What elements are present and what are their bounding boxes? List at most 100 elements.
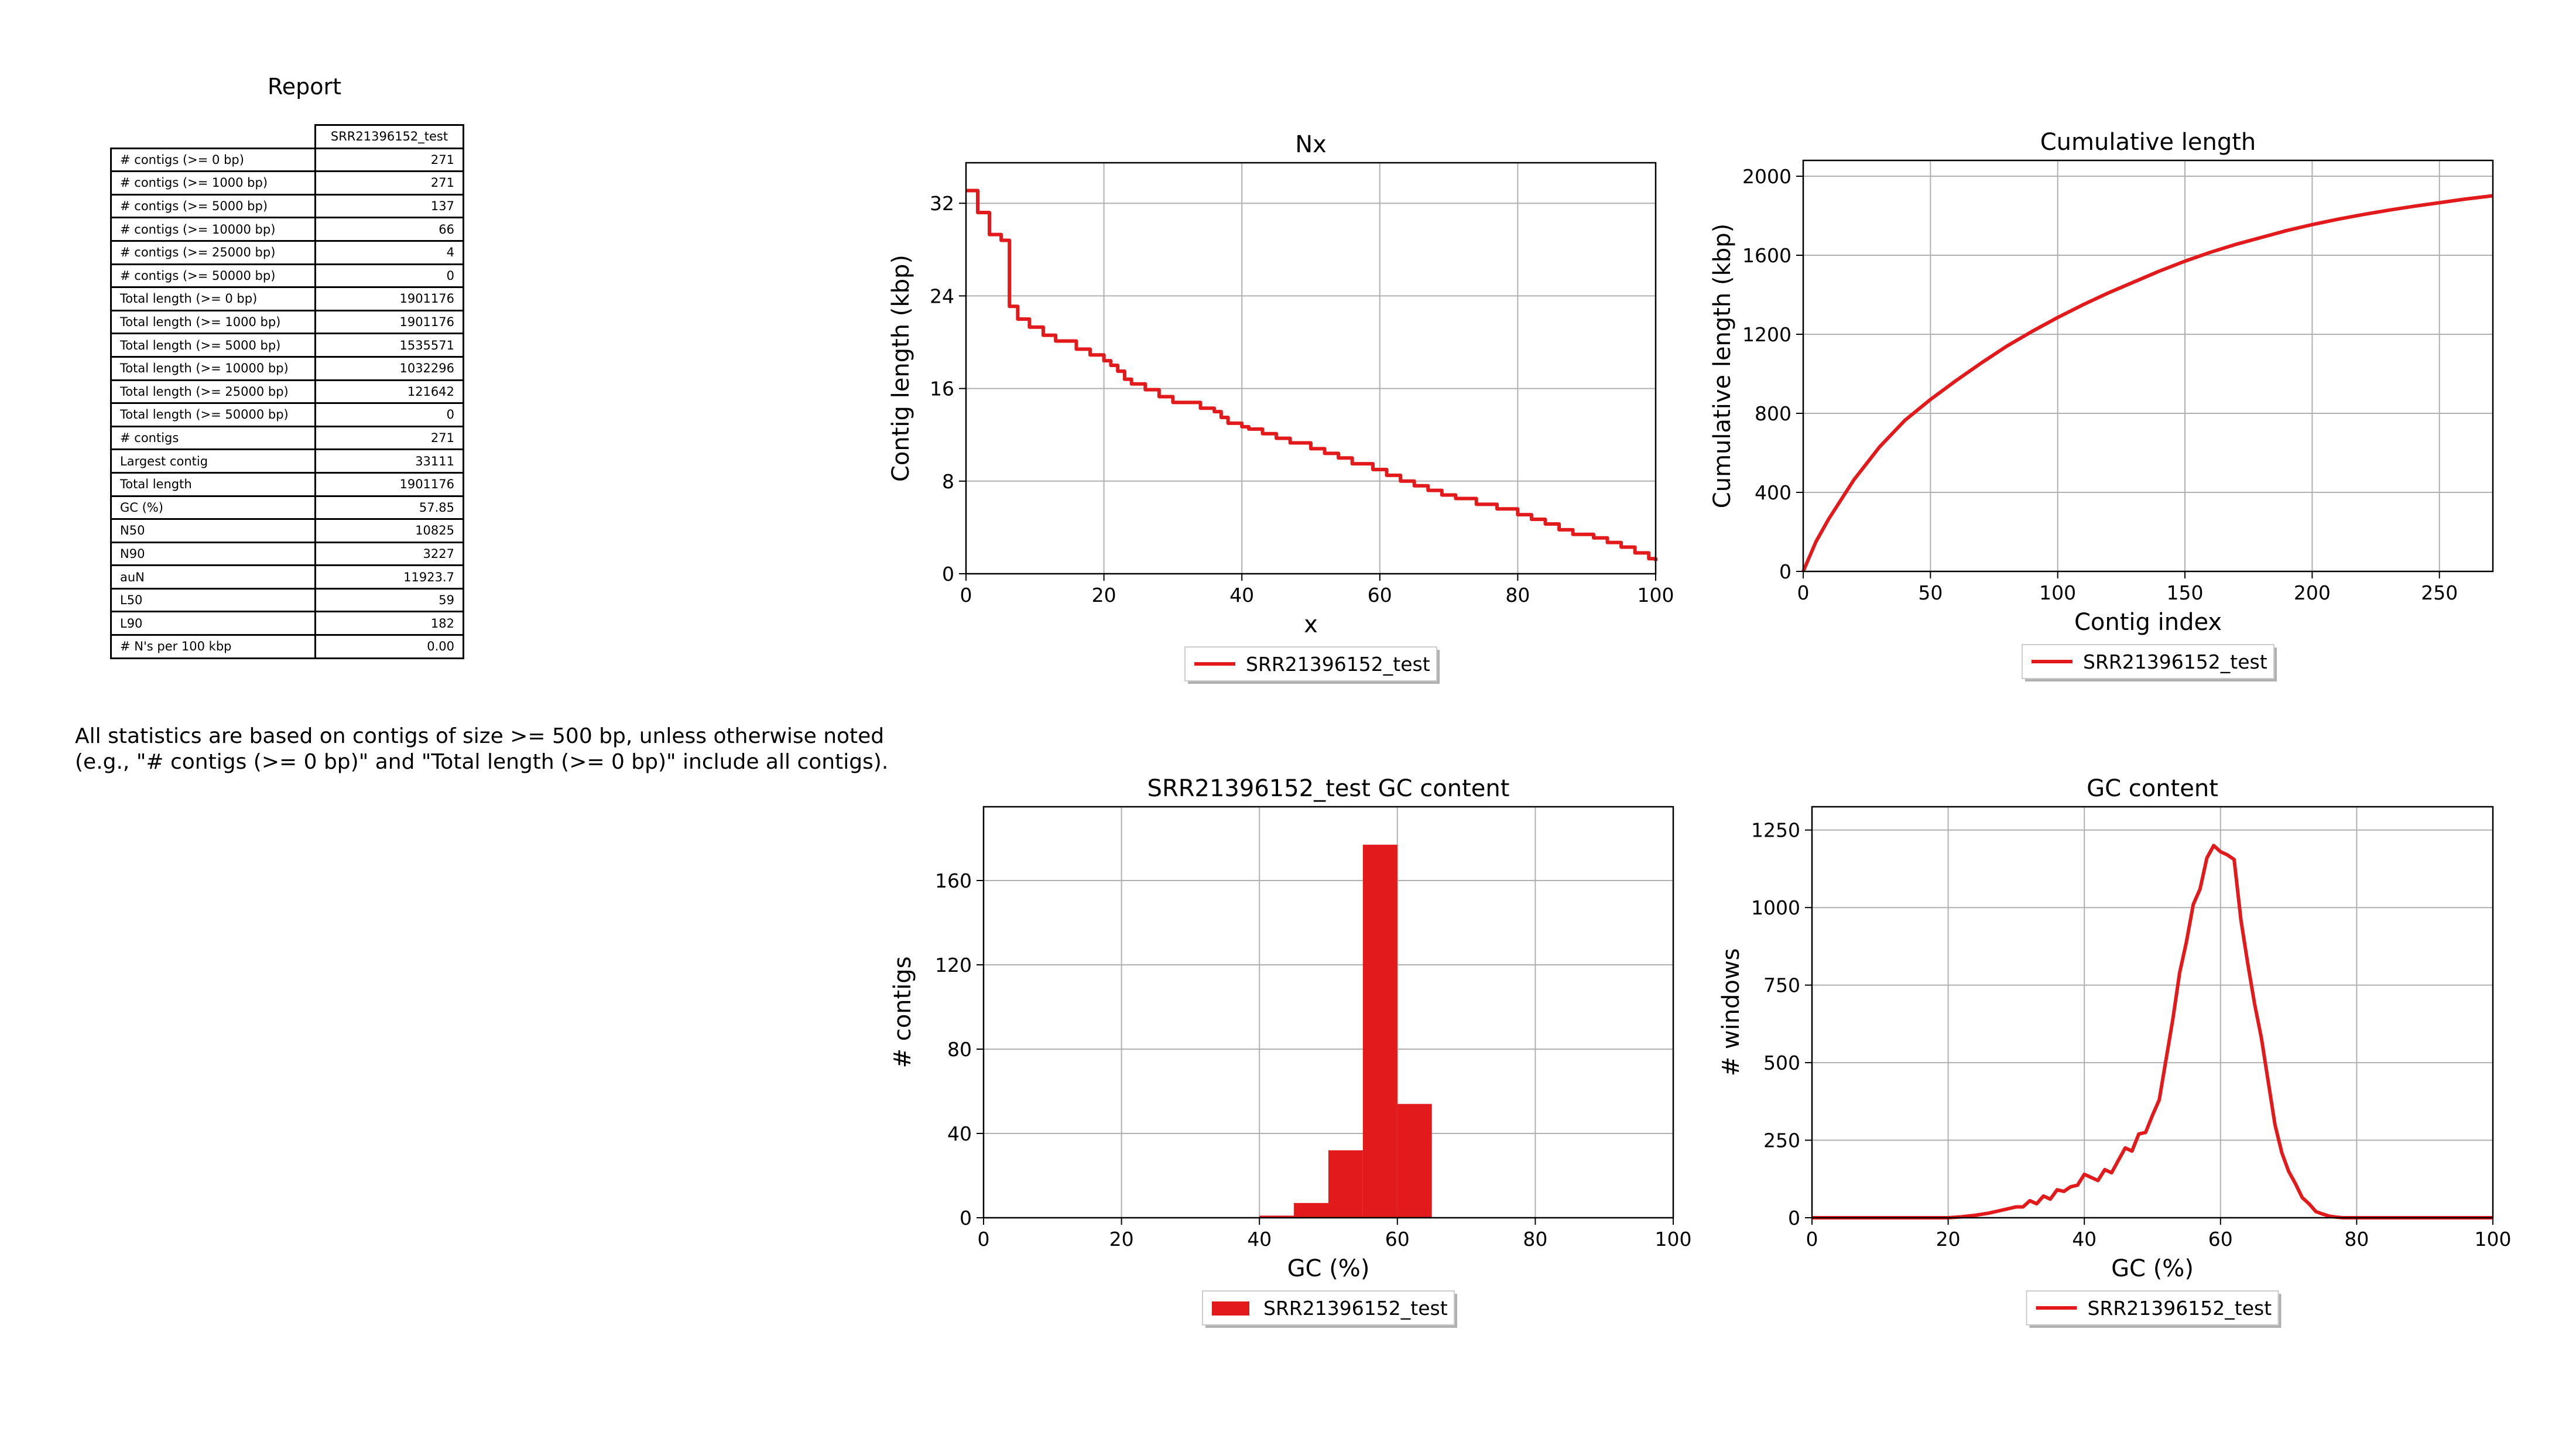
- y-tick-label: 0: [1779, 560, 1791, 583]
- report-row-value: 1901176: [314, 286, 464, 311]
- report-row: L50 59: [110, 587, 464, 613]
- x-axis-label: x: [1304, 611, 1318, 638]
- report-row-value: 0: [314, 402, 464, 427]
- histogram-bar: [1328, 1150, 1363, 1218]
- x-tick-label: 100: [2475, 1228, 2512, 1251]
- report-row-label: Total length (>= 10000 bp): [110, 355, 316, 381]
- x-tick-label: 50: [1918, 581, 1943, 604]
- report-row-value: 57.85: [314, 495, 464, 520]
- report-row-value: 271: [314, 170, 464, 196]
- y-tick-label: 800: [1755, 402, 1791, 425]
- report-row: # N's per 100 kbp 0.00: [110, 634, 464, 659]
- chart-title: Nx: [1295, 131, 1327, 158]
- y-tick-label: 500: [1763, 1051, 1800, 1074]
- x-tick-label: 40: [2072, 1228, 2097, 1251]
- report-row: Total length (>= 0 bp) 1901176: [110, 286, 464, 311]
- report-row-label: L50: [110, 587, 316, 613]
- y-tick-label: 750: [1763, 974, 1800, 997]
- y-axis-label: # windows: [1718, 948, 1745, 1077]
- y-axis-label: Cumulative length (kbp): [1709, 224, 1736, 508]
- x-tick-label: 80: [2344, 1228, 2369, 1251]
- report-note-line1: All statistics are based on contigs of s…: [75, 724, 885, 748]
- report-row-value: 1901176: [314, 471, 464, 497]
- y-tick-label: 250: [1763, 1129, 1800, 1152]
- x-axis-label: GC (%): [2111, 1255, 2194, 1282]
- report-row: # contigs 271: [110, 425, 464, 451]
- legend: SRR21396152_test: [1202, 1290, 1457, 1328]
- x-tick-label: 40: [1247, 1228, 1272, 1251]
- y-tick-label: 8: [942, 470, 954, 493]
- report-row-value: 66: [314, 217, 464, 242]
- report-row-label: # N's per 100 kbp: [110, 634, 316, 659]
- report-row: # contigs (>= 0 bp) 271: [110, 147, 464, 173]
- y-tick-label: 1600: [1742, 244, 1791, 267]
- report-row-value: 0: [314, 263, 464, 289]
- report-row-label: Total length (>= 1000 bp): [110, 309, 316, 335]
- y-tick-label: 400: [1755, 481, 1791, 504]
- plot-frame: [1802, 159, 2494, 573]
- report-row-label: # contigs (>= 25000 bp): [110, 239, 316, 265]
- x-tick-label: 40: [1229, 584, 1254, 607]
- y-tick-label: 160: [935, 869, 972, 892]
- report-row: Total length (>= 25000 bp) 121642: [110, 379, 464, 405]
- x-tick-label: 80: [1523, 1228, 1547, 1251]
- report-row-value: 271: [314, 425, 464, 451]
- report-note: All statistics are based on contigs of s…: [75, 724, 888, 775]
- x-tick-label: 100: [2039, 581, 2076, 604]
- x-tick-label: 60: [1368, 584, 1392, 607]
- legend: SRR21396152_test: [2026, 1290, 2282, 1328]
- report-row-label: # contigs (>= 5000 bp): [110, 193, 316, 219]
- report-row-label: Total length (>= 5000 bp): [110, 333, 316, 358]
- x-tick-label: 20: [1109, 1228, 1134, 1251]
- report-row: Total length (>= 50000 bp) 0: [110, 402, 464, 427]
- x-tick-label: 250: [2421, 581, 2458, 604]
- report-row: auN 11923.7: [110, 564, 464, 590]
- y-axis-label: Contig length (kbp): [888, 255, 914, 482]
- histogram-bar: [1362, 844, 1397, 1218]
- x-tick-label: 200: [2294, 581, 2331, 604]
- report-row-value: 0.00: [314, 634, 464, 659]
- x-tick-label: 100: [1655, 1228, 1692, 1251]
- report-row-value: 137: [314, 193, 464, 219]
- report-row-label: # contigs (>= 10000 bp): [110, 217, 316, 242]
- report-row-label: N50: [110, 518, 316, 543]
- report-row: Largest contig 33111: [110, 448, 464, 474]
- report-row: Total length (>= 1000 bp) 1901176: [110, 309, 464, 335]
- nx-chart: 0 20 40 60 80 100 0 8 16 24 32 Nx x Contig length (kb…: [888, 131, 1674, 684]
- x-tick-label: 20: [1936, 1228, 1961, 1251]
- report-row: # contigs (>= 5000 bp) 137: [110, 193, 464, 219]
- y-tick-label: 16: [930, 378, 954, 400]
- legend: SRR21396152_test: [2022, 644, 2277, 681]
- report-row-value: 1901176: [314, 309, 464, 335]
- x-tick-label: 60: [1385, 1228, 1410, 1251]
- report-row-value: 11923.7: [314, 564, 464, 590]
- plot-frame: [965, 162, 1657, 575]
- report-row-value: 4: [314, 239, 464, 265]
- report-row-label: L90: [110, 611, 316, 636]
- plot-frame: [982, 806, 1674, 1219]
- x-tick-label: 0: [1806, 1228, 1818, 1251]
- histogram-bar: [1294, 1203, 1328, 1218]
- legend-swatch: [1212, 1301, 1249, 1316]
- series-line: [1812, 844, 2493, 1220]
- histogram-bar: [1259, 1215, 1294, 1218]
- report-row-label: Largest contig: [110, 448, 316, 474]
- y-tick-label: 0: [960, 1207, 972, 1229]
- report-row: # contigs (>= 1000 bp) 271: [110, 170, 464, 196]
- cumulative-length-chart: 0 50 100 150 200 250 0 400 800 1200 1600 2000 Cumula…: [1709, 129, 2494, 681]
- series-line: [1801, 194, 2493, 573]
- x-tick-label: 100: [1638, 584, 1674, 607]
- y-tick-label: 24: [930, 285, 954, 307]
- report-row-label: Total length: [110, 471, 316, 497]
- report-header-row: SRR21396152_test: [111, 124, 464, 149]
- report-row-value: 121642: [314, 379, 464, 405]
- y-tick-label: 1000: [1751, 896, 1800, 919]
- report-row: GC (%) 57.85: [110, 495, 464, 520]
- report-title: Report: [268, 74, 341, 100]
- report-row-value: 1535571: [314, 333, 464, 358]
- y-tick-label: 120: [935, 954, 972, 977]
- y-tick-label: 1250: [1751, 819, 1800, 842]
- legend-label: SRR21396152_test: [2083, 650, 2267, 673]
- x-tick-label: 20: [1092, 584, 1116, 607]
